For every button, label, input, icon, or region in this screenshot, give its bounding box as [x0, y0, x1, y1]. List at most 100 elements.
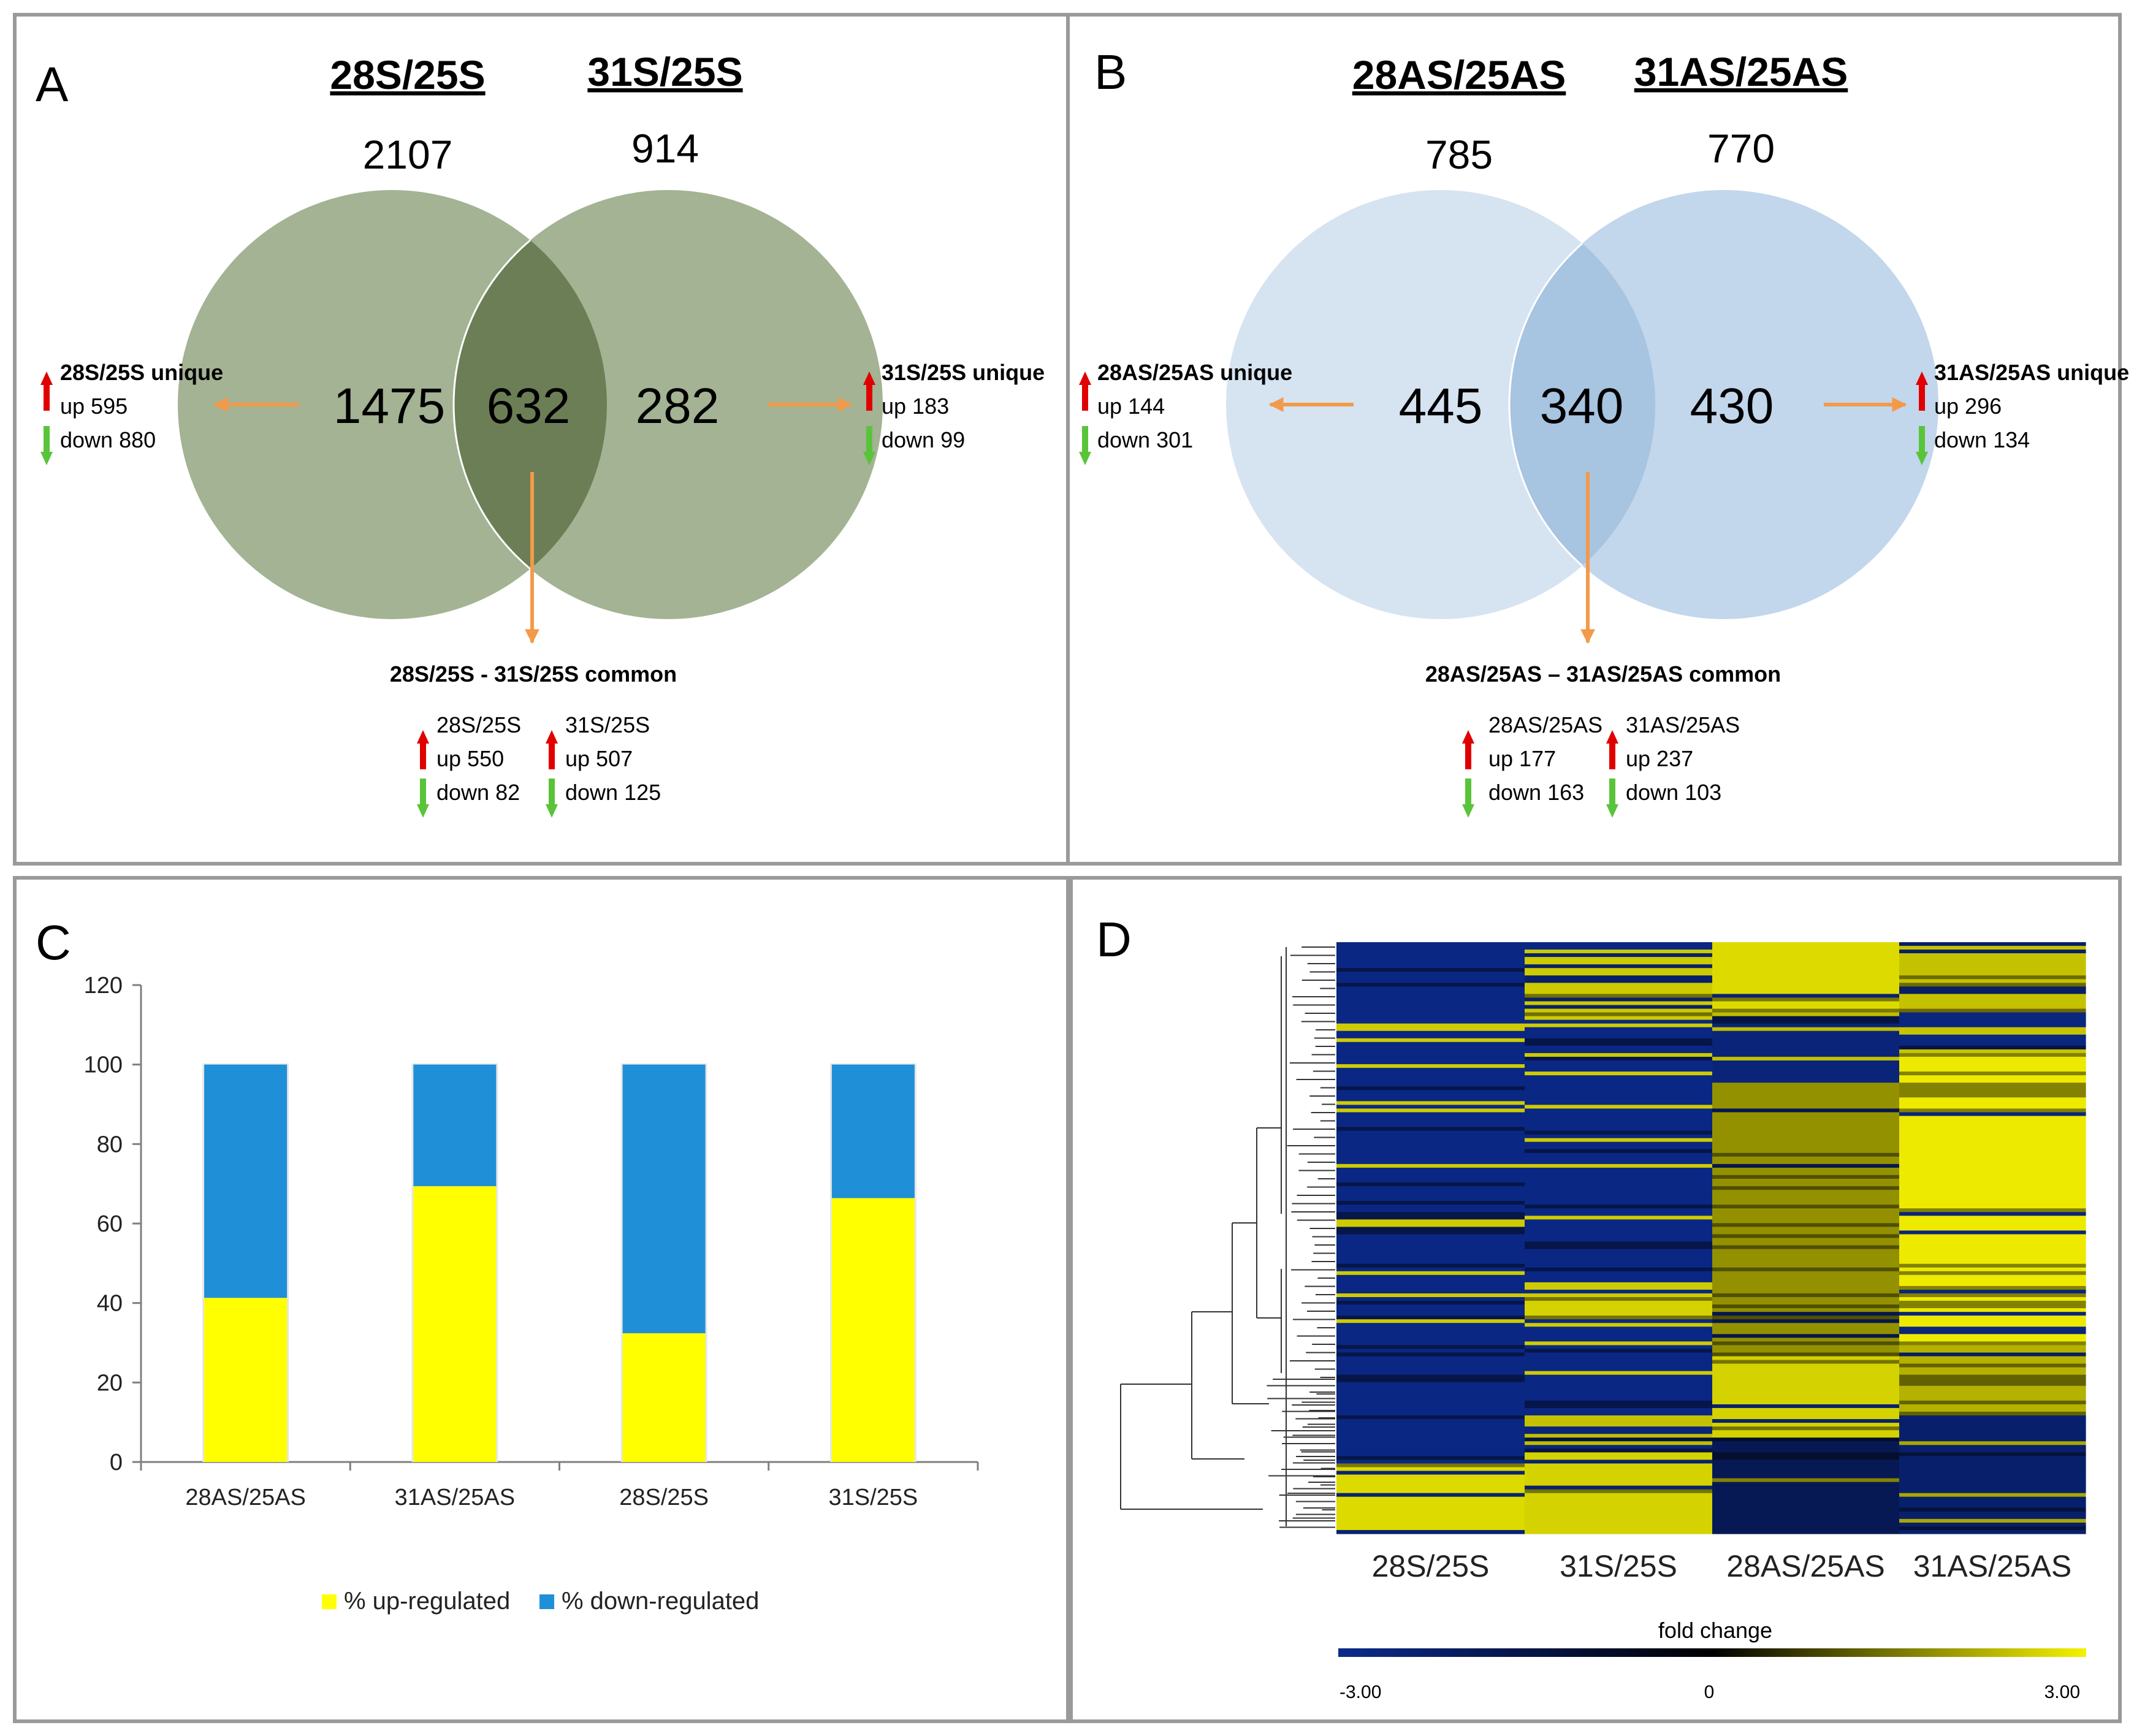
heatmap-cell: [1336, 946, 1525, 950]
heatmap-cell: [1899, 1094, 2086, 1098]
heatmap-cell: [1899, 975, 2086, 980]
heatmap-cell: [1525, 1308, 1713, 1312]
venn-a-right-title: 31S/25S: [587, 49, 742, 94]
heatmap-cell: [1899, 1426, 2086, 1431]
heatmap-cell: [1899, 1179, 2086, 1183]
heatmap-cell: [1712, 1515, 1900, 1520]
heatmap-cell: [1712, 1478, 1900, 1483]
heatmap-cell: [1712, 1404, 1900, 1409]
up-arrow-icon-head: [863, 371, 875, 385]
heatmap-cell: [1525, 1267, 1713, 1272]
heatmap-cell: [1336, 950, 1525, 954]
up-arrow-icon-head: [40, 371, 53, 385]
heatmap-cell: [1899, 1482, 2086, 1487]
heatmap-cell: [1336, 1304, 1525, 1309]
heatmap-cell: [1336, 1234, 1525, 1239]
heatmap-cell: [1899, 1363, 2086, 1368]
heatmap-cell: [1525, 1389, 1713, 1394]
heatmap-cell: [1336, 1404, 1525, 1409]
heatmap-cell: [1336, 1271, 1525, 1276]
heatmap-cell: [1899, 994, 2086, 999]
heatmap-cell: [1712, 1345, 1900, 1350]
heatmap-cell: [1712, 1056, 1900, 1061]
heatmap-cell: [1336, 1227, 1525, 1232]
heatmap-cell: [1712, 1163, 1900, 1168]
heatmap-cell: [1525, 1101, 1713, 1105]
heatmap-cell: [1525, 1274, 1713, 1279]
heatmap-cell: [1336, 1101, 1525, 1105]
heatmap-cell: [1712, 1034, 1900, 1039]
heatmap-cell: [1899, 990, 2086, 995]
bar-up-2: [622, 1333, 706, 1462]
heatmap-cell: [1525, 1352, 1713, 1357]
venn-a-overlap-count: 632: [487, 378, 571, 434]
heatmap-cell: [1336, 1152, 1525, 1157]
heatmap-cell: [1525, 1216, 1713, 1220]
y-tick-label: 0: [110, 1450, 123, 1475]
heatmap-cell: [1712, 1219, 1900, 1224]
heatmap-cell: [1899, 1374, 2086, 1379]
heatmap-cell: [1899, 1274, 2086, 1279]
heatmap-column-label: 28AS/25AS: [1726, 1549, 1885, 1583]
heatmap-cell: [1712, 1212, 1900, 1216]
heatmap-cell: [1899, 972, 2086, 976]
heatmap-cell: [1525, 1419, 1713, 1423]
heatmap-cell: [1336, 1238, 1525, 1243]
heatmap-cell: [1899, 1352, 2086, 1357]
venn-b-left-only: 445: [1399, 378, 1483, 434]
heatmap-cell: [1525, 1086, 1713, 1091]
heatmap-cell: [1899, 1156, 2086, 1161]
heatmap-cell: [1336, 1529, 1525, 1534]
heatmap-cell: [1899, 1053, 2086, 1057]
heatmap-cell: [1525, 1160, 1713, 1165]
heatmap-cell: [1899, 1090, 2086, 1094]
heatmap-cell: [1899, 1282, 2086, 1287]
heatmap-cell: [1712, 1072, 1900, 1076]
heatmap-cell: [1525, 1123, 1713, 1128]
heatmap-cell: [1712, 1356, 1900, 1361]
heatmap-cell: [1899, 1038, 2086, 1043]
heatmap-cell: [1712, 1449, 1900, 1453]
heatmap-cell: [1899, 1463, 2086, 1468]
venn-b-left-title: 28AS/25AS: [1352, 52, 1566, 97]
heatmap-cell: [1336, 1127, 1525, 1132]
heatmap-cell: [1712, 1434, 1900, 1438]
heatmap-cell: [1336, 1274, 1525, 1279]
heatmap-cell: [1525, 1208, 1713, 1213]
heatmap-cell: [1525, 1330, 1713, 1334]
heatmap-cell: [1525, 1327, 1713, 1331]
heatmap-cell: [1899, 1216, 2086, 1220]
heatmap-cell: [1525, 1445, 1713, 1449]
heatmap-cell: [1899, 1019, 2086, 1024]
heatmap-cell: [1899, 964, 2086, 969]
heatmap-cell: [1336, 1507, 1525, 1512]
heatmap-cell: [1712, 1105, 1900, 1110]
y-tick-label: 60: [97, 1211, 123, 1237]
heatmap-cell: [1899, 997, 2086, 1002]
heatmap-cell: [1712, 1201, 1900, 1205]
heatmap-cell: [1336, 1504, 1525, 1509]
heatmap-cell: [1336, 1156, 1525, 1161]
heatmap-cell: [1899, 1278, 2086, 1283]
bar-down-0: [204, 1064, 288, 1298]
heatmap-cell: [1525, 1367, 1713, 1372]
heatmap-cell: [1712, 1038, 1900, 1043]
heatmap-cell: [1336, 1056, 1525, 1061]
heatmap-cell: [1899, 1116, 2086, 1121]
heatmap-cell: [1336, 1230, 1525, 1235]
heatmap-cell: [1712, 1186, 1900, 1190]
heatmap-cell: [1712, 1426, 1900, 1431]
heatmap-cell: [1712, 1460, 1900, 1464]
heatmap-cell: [1712, 1190, 1900, 1194]
heatmap-cell: [1525, 1023, 1713, 1028]
heatmap-cell: [1336, 1216, 1525, 1220]
heatmap-cell: [1336, 1145, 1525, 1150]
heatmap-cell: [1899, 1434, 2086, 1438]
down-arrow-icon-head: [1916, 452, 1928, 465]
heatmap-cell: [1525, 1249, 1713, 1254]
heatmap-cell: [1712, 997, 1900, 1002]
heatmap-cell: [1899, 1522, 2086, 1527]
heatmap-cell: [1899, 1356, 2086, 1361]
heatmap-cell: [1336, 1038, 1525, 1043]
heatmap-cell: [1525, 1441, 1713, 1445]
